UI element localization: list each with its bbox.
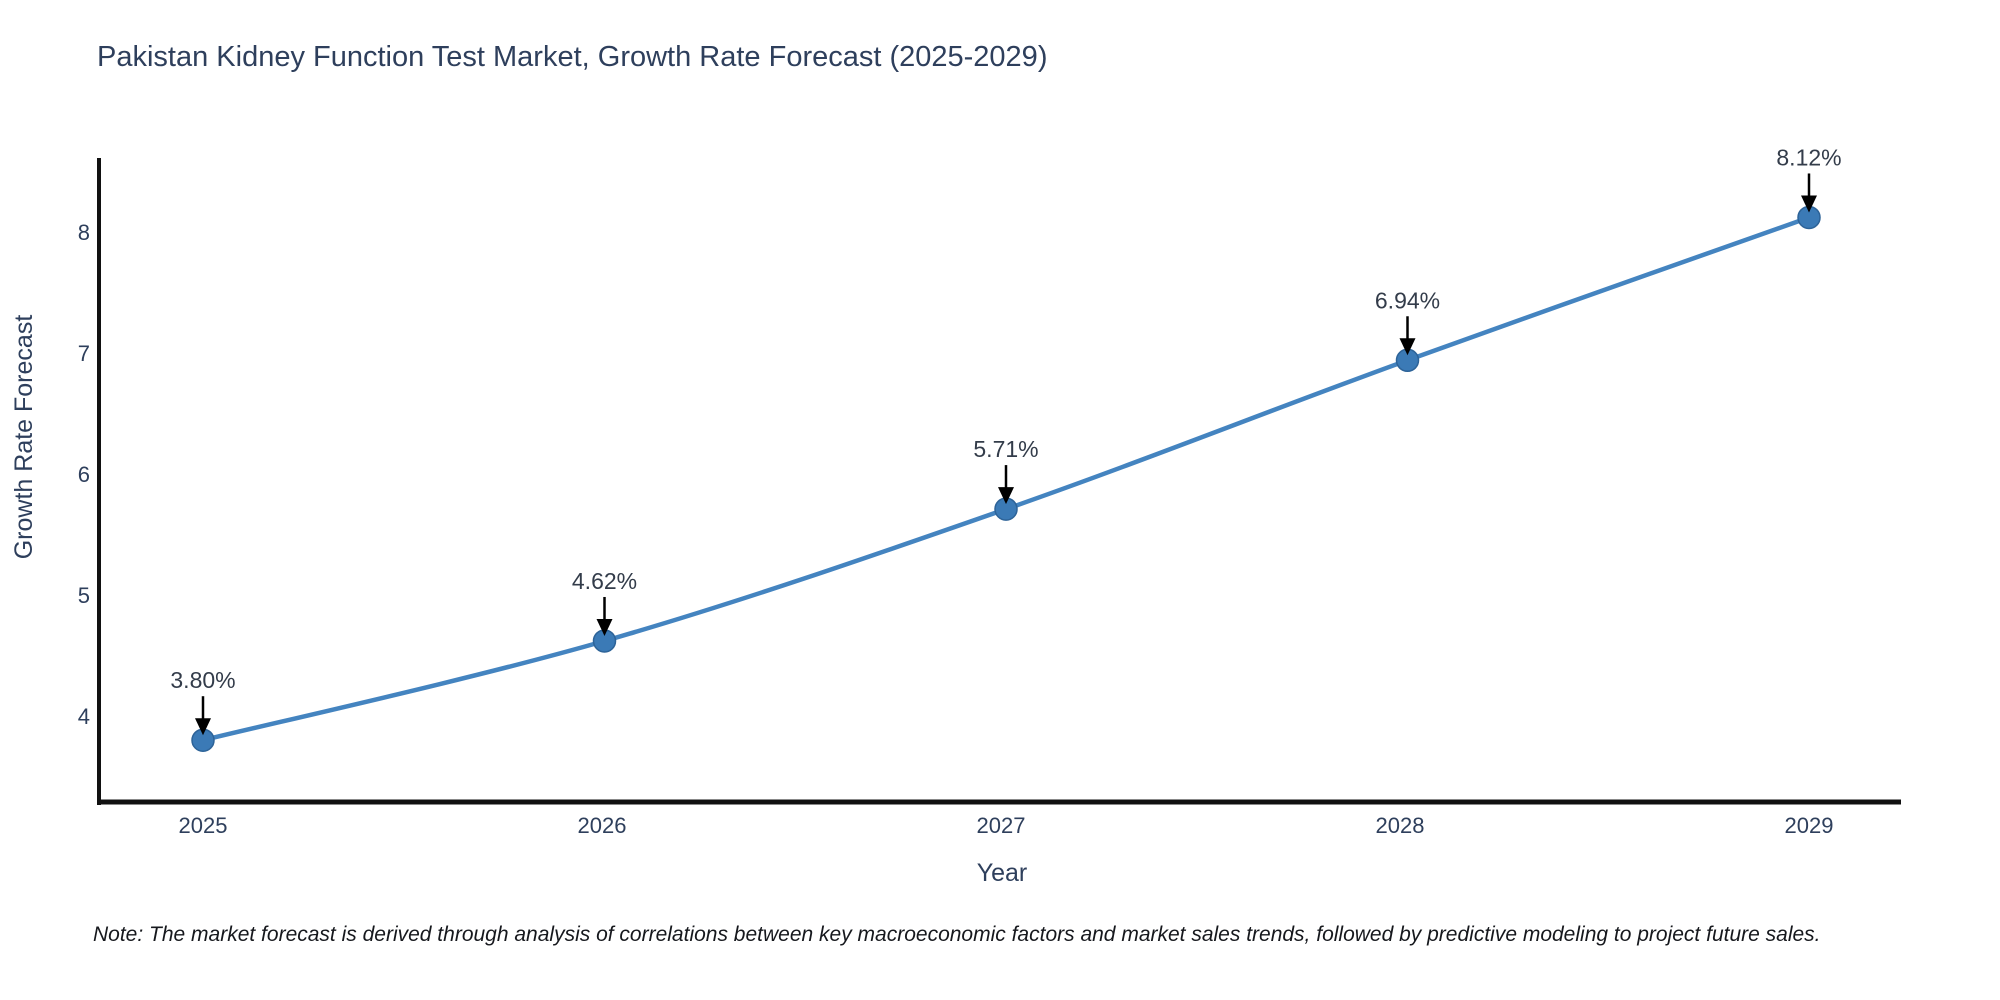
point-label-2026: 4.62% [572, 568, 637, 594]
x-tick-2029: 2029 [1785, 813, 1834, 838]
chart-footnote: Note: The market forecast is derived thr… [93, 923, 1821, 946]
point-value-labels: 3.80% 4.62% 5.71% 6.94% 8.12% [170, 144, 1841, 693]
y-tick-labels: 4 5 6 7 8 [78, 220, 90, 729]
x-tick-2027: 2027 [977, 813, 1026, 838]
point-label-2029: 8.12% [1776, 144, 1841, 170]
point-label-2025: 3.80% [170, 667, 235, 693]
x-tick-2028: 2028 [1376, 813, 1425, 838]
annotation-arrowhead [195, 718, 211, 736]
x-tick-2025: 2025 [179, 813, 228, 838]
y-tick-6: 6 [78, 462, 90, 487]
annotation-arrowhead [998, 487, 1014, 505]
y-tick-5: 5 [78, 583, 90, 608]
x-tick-2026: 2026 [578, 813, 627, 838]
y-tick-8: 8 [78, 220, 90, 245]
chart-title: Pakistan Kidney Function Test Market, Gr… [97, 41, 1047, 73]
series-markers [191, 205, 1821, 752]
annotation-arrows [195, 173, 1817, 736]
y-axis-label: Growth Rate Forecast [10, 315, 38, 560]
y-tick-7: 7 [78, 341, 90, 366]
point-label-2027: 5.71% [973, 436, 1038, 462]
point-label-2028: 6.94% [1375, 287, 1440, 313]
y-tick-4: 4 [78, 704, 90, 729]
annotation-arrowhead [1399, 338, 1416, 356]
annotation-arrowhead [596, 618, 613, 636]
annotation-arrowhead [1801, 195, 1817, 213]
x-axis-label: Year [977, 859, 1028, 887]
x-tick-labels: 2025 2026 2027 2028 2029 [179, 813, 1834, 838]
